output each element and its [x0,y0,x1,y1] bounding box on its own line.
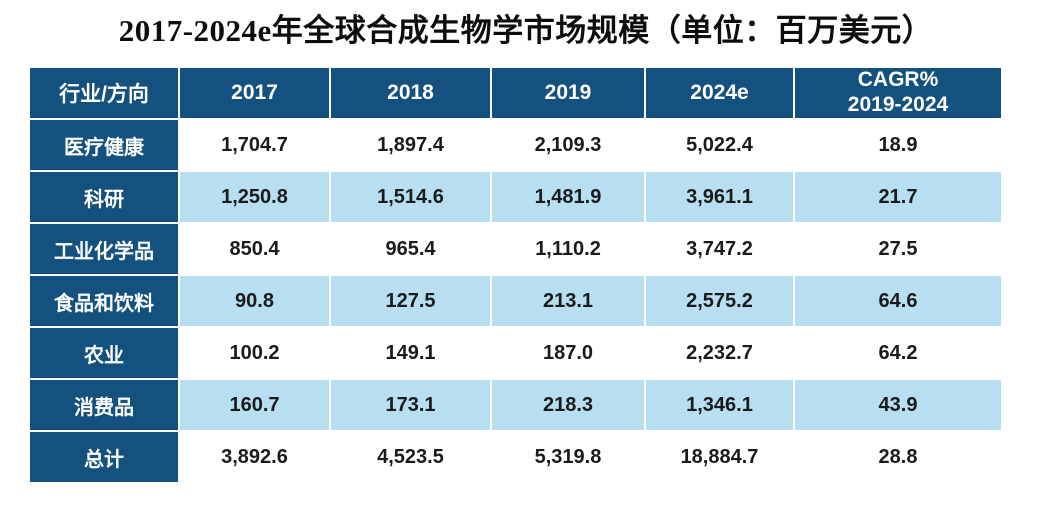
table-cell: 3,961.1 [646,172,793,222]
table-cell: 850.4 [180,224,329,274]
table-cell: 3,892.6 [180,432,329,482]
table-cell: 1,704.7 [180,120,329,170]
table-cell: 64.2 [795,328,1001,378]
page-title: 2017-2024e年全球合成生物学市场规模（单位：百万美元） [118,13,934,48]
header-cell-2017: 2017 [180,68,329,118]
table-cell: 18.9 [795,120,1001,170]
table-cell: 28.8 [795,432,1001,482]
table-row-industrial-chemicals: 工业化学品 850.4 965.4 1,110.2 3,747.2 27.5 [30,224,1001,274]
table-cell: 4,523.5 [331,432,490,482]
row-label-cell: 农业 [30,328,178,378]
table-row-agriculture: 农业 100.2 149.1 187.0 2,232.7 64.2 [30,328,1001,378]
table-cell: 27.5 [795,224,1001,274]
row-label-cell: 消费品 [30,380,178,430]
table-body: 医疗健康 1,704.7 1,897.4 2,109.3 5,022.4 18.… [30,120,1001,482]
header-cell-2024e: 2024e [646,68,793,118]
table-cell: 100.2 [180,328,329,378]
table-header: 行业/方向 2017 2018 2019 2024e CAGR% 2019-20… [30,68,1001,118]
header-cell-cagr: CAGR% 2019-2024 [795,68,1001,118]
table-cell: 90.8 [180,276,329,326]
table-row-healthcare: 医疗健康 1,704.7 1,897.4 2,109.3 5,022.4 18.… [30,120,1001,170]
table-row-total: 总计 3,892.6 4,523.5 5,319.8 18,884.7 28.8 [30,432,1001,482]
row-label-cell: 食品和饮料 [30,276,178,326]
table-cell: 64.6 [795,276,1001,326]
row-label-cell: 工业化学品 [30,224,178,274]
row-label-cell: 总计 [30,432,178,482]
table-cell: 213.1 [492,276,644,326]
table-cell: 173.1 [331,380,490,430]
table-cell: 5,022.4 [646,120,793,170]
table-cell: 2,232.7 [646,328,793,378]
table-cell: 1,110.2 [492,224,644,274]
table-cell: 18,884.7 [646,432,793,482]
table-cell: 149.1 [331,328,490,378]
header-cell-2019: 2019 [492,68,644,118]
table-row-research: 科研 1,250.8 1,514.6 1,481.9 3,961.1 21.7 [30,172,1001,222]
table-row-consumer-goods: 消费品 160.7 173.1 218.3 1,346.1 43.9 [30,380,1001,430]
table-cell: 160.7 [180,380,329,430]
table-cell: 2,575.2 [646,276,793,326]
header-cell-2018: 2018 [331,68,490,118]
market-size-table: 行业/方向 2017 2018 2019 2024e CAGR% 2019-20… [28,66,1003,484]
table-cell: 187.0 [492,328,644,378]
table-cell: 2,109.3 [492,120,644,170]
header-cell-industry: 行业/方向 [30,68,178,118]
table-cell: 1,897.4 [331,120,490,170]
cagr-header-line2: 2019-2024 [847,93,949,116]
table-cell: 127.5 [331,276,490,326]
table-cell: 218.3 [492,380,644,430]
table-cell: 1,346.1 [646,380,793,430]
table-cell: 965.4 [331,224,490,274]
cagr-header-line1: CAGR% [857,68,939,92]
table-cell: 43.9 [795,380,1001,430]
table-cell: 1,481.9 [492,172,644,222]
table-cell: 5,319.8 [492,432,644,482]
table-cell: 1,250.8 [180,172,329,222]
table-cell: 1,514.6 [331,172,490,222]
table-row-food-beverage: 食品和饮料 90.8 127.5 213.1 2,575.2 64.6 [30,276,1001,326]
row-label-cell: 医疗健康 [30,120,178,170]
table-cell: 21.7 [795,172,1001,222]
table-cell: 3,747.2 [646,224,793,274]
header-row: 行业/方向 2017 2018 2019 2024e CAGR% 2019-20… [30,68,1001,118]
row-label-cell: 科研 [30,172,178,222]
